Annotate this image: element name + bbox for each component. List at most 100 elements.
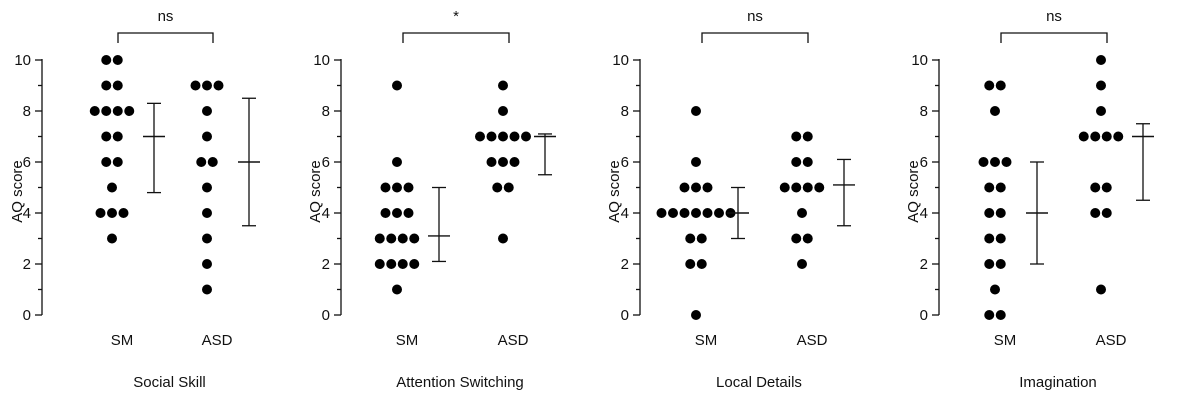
- data-point: [995, 233, 1006, 244]
- data-point: [202, 259, 212, 269]
- y-tick-label: 8: [920, 103, 928, 120]
- significance-label: ns: [747, 8, 763, 25]
- data-point: [1101, 182, 1112, 193]
- data-point: [1001, 157, 1012, 167]
- y-axis-label: AQ score: [905, 160, 922, 223]
- y-tick-label: 2: [322, 256, 330, 273]
- data-point: [714, 208, 724, 218]
- data-point: [984, 208, 995, 218]
- x-tick-label: SM: [396, 332, 419, 349]
- data-point: [486, 131, 497, 142]
- significance-label: *: [453, 8, 459, 25]
- error-bar: [1026, 161, 1048, 265]
- data-point: [1113, 131, 1124, 142]
- data-point: [509, 131, 520, 142]
- data-point: [112, 157, 123, 167]
- data-point: [814, 182, 825, 193]
- y-tick-label: 6: [621, 154, 629, 171]
- data-point: [380, 182, 391, 193]
- data-point: [107, 182, 117, 193]
- data-point: [802, 182, 813, 193]
- data-point: [213, 80, 224, 91]
- data-point: [498, 233, 508, 244]
- x-tick-label: SM: [994, 332, 1017, 349]
- data-point: [679, 182, 690, 193]
- data-point: [112, 55, 123, 65]
- data-point: [691, 310, 701, 320]
- data-point: [990, 106, 1000, 116]
- data-point: [1096, 80, 1106, 91]
- data-point: [995, 182, 1006, 193]
- data-point: [101, 131, 112, 142]
- data-point: [107, 233, 117, 244]
- significance-label: ns: [158, 8, 174, 25]
- significance-bracket: [402, 32, 510, 43]
- data-point: [791, 233, 802, 244]
- data-point: [392, 208, 402, 218]
- data-point: [403, 182, 414, 193]
- data-point: [112, 131, 123, 142]
- y-axis: [35, 59, 43, 316]
- data-point: [392, 182, 402, 193]
- data-point: [89, 106, 100, 116]
- chart-panel-0: 0 2 4 6 8 10 AQ score SM ASD Social Skill ns: [9, 8, 260, 391]
- y-tick-label: 8: [621, 103, 629, 120]
- data-point: [691, 182, 701, 193]
- y-axis-label: AQ score: [307, 160, 324, 223]
- data-point: [984, 259, 995, 269]
- data-point: [797, 208, 807, 218]
- data-point: [95, 208, 106, 218]
- data-point: [995, 208, 1006, 218]
- data-point: [984, 233, 995, 244]
- data-point: [118, 208, 129, 218]
- data-point: [386, 233, 397, 244]
- data-point: [374, 233, 385, 244]
- data-point: [696, 233, 707, 244]
- y-tick-label: 0: [322, 307, 330, 324]
- data-point: [802, 157, 813, 167]
- data-point: [101, 80, 112, 91]
- data-point: [1096, 284, 1106, 295]
- data-point: [202, 182, 212, 193]
- data-point: [475, 131, 485, 142]
- data-point: [791, 182, 802, 193]
- data-point: [995, 80, 1006, 91]
- significance-label: ns: [1046, 8, 1062, 25]
- data-point: [112, 106, 123, 116]
- data-point: [202, 131, 212, 142]
- significance-bracket: [1000, 32, 1108, 43]
- data-point: [374, 259, 385, 269]
- panel-title: Local Details: [716, 374, 802, 391]
- data-point: [392, 80, 402, 91]
- data-point: [202, 106, 212, 116]
- x-tick-label: ASD: [797, 332, 828, 349]
- data-point: [498, 80, 508, 91]
- error-bar: [143, 102, 165, 194]
- chart-panel-1: 0 2 4 6 8 10 AQ score SM ASD Attention Switching *: [307, 8, 556, 391]
- data-point: [802, 131, 813, 142]
- y-tick-label: 10: [612, 52, 629, 69]
- y-tick-label: 6: [322, 154, 330, 171]
- data-point: [984, 310, 995, 320]
- y-tick-label: 10: [313, 52, 330, 69]
- data-point: [679, 208, 690, 218]
- data-point: [202, 80, 212, 91]
- data-point: [691, 208, 701, 218]
- x-tick-label: ASD: [498, 332, 529, 349]
- y-tick-label: 4: [322, 205, 330, 222]
- y-axis: [334, 59, 342, 316]
- data-point: [503, 182, 514, 193]
- data-point: [101, 106, 112, 116]
- data-point: [691, 157, 701, 167]
- data-point: [656, 208, 667, 218]
- data-point: [802, 233, 813, 244]
- data-point: [409, 233, 420, 244]
- y-tick-label: 2: [920, 256, 928, 273]
- data-point: [498, 131, 508, 142]
- data-point: [990, 284, 1000, 295]
- y-tick-label: 4: [23, 205, 31, 222]
- significance-bracket: [701, 32, 809, 43]
- data-point: [397, 259, 408, 269]
- chart-panel-3: 0 2 4 6 8 10 AQ score SM ASD Imagination ns: [905, 8, 1154, 391]
